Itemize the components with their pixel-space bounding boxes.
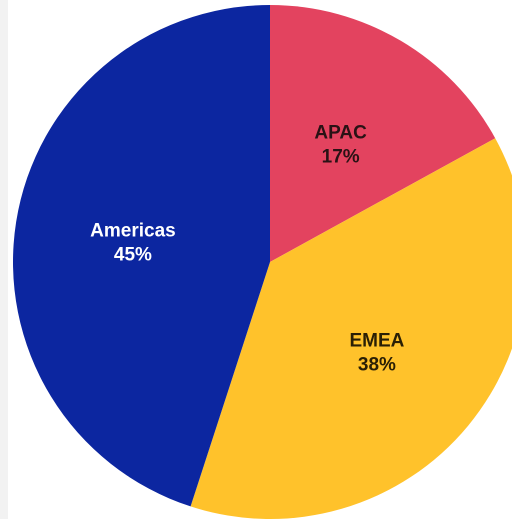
pie-label-value: 17% xyxy=(322,147,360,168)
pie-labels: APAC 17% EMEA 38% Americas 45% xyxy=(90,123,405,376)
chart-area: APAC 17% EMEA 38% Americas 45% xyxy=(8,0,512,519)
pie-label-name: EMEA xyxy=(349,330,404,351)
pie-slice-apac xyxy=(270,5,496,262)
pie-label-emea: EMEA 38% xyxy=(349,330,404,375)
pie-label-value: 45% xyxy=(114,244,152,265)
pie-label-americas: Americas 45% xyxy=(90,220,176,265)
pie-slice-emea xyxy=(190,138,512,519)
pie-slices xyxy=(12,5,512,519)
pie-chart: APAC 17% EMEA 38% Americas 45% xyxy=(12,5,512,519)
pie-label-apac: APAC 17% xyxy=(314,123,367,168)
pie-label-name: Americas xyxy=(90,220,176,241)
pie-label-value: 38% xyxy=(358,354,396,375)
pie-slice-americas xyxy=(12,5,271,507)
pie-label-name: APAC xyxy=(314,123,367,144)
